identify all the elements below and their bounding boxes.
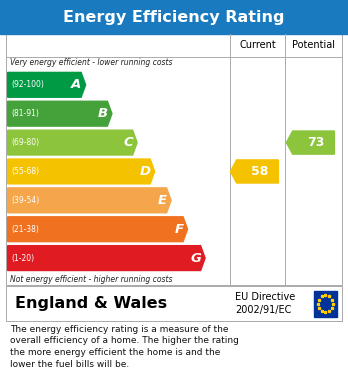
Bar	[6, 34, 342, 285]
Bar	[314, 291, 337, 317]
Text: 2002/91/EC: 2002/91/EC	[235, 305, 291, 315]
Text: England & Wales: England & Wales	[15, 296, 167, 311]
Text: (1-20): (1-20)	[12, 254, 35, 263]
Text: (69-80): (69-80)	[12, 138, 40, 147]
Polygon shape	[230, 160, 278, 183]
Text: (21-38): (21-38)	[12, 225, 40, 234]
Text: Potential: Potential	[292, 40, 335, 50]
Text: 73: 73	[307, 136, 324, 149]
Text: Very energy efficient - lower running costs: Very energy efficient - lower running co…	[10, 58, 172, 67]
Text: E: E	[158, 194, 167, 207]
Text: (39-54): (39-54)	[12, 196, 40, 205]
Text: (55-68): (55-68)	[12, 167, 40, 176]
Polygon shape	[8, 72, 86, 97]
Text: (92-100): (92-100)	[12, 80, 45, 89]
Text: B: B	[98, 107, 108, 120]
Text: (81-91): (81-91)	[12, 109, 40, 118]
Text: Current: Current	[239, 40, 276, 50]
Polygon shape	[286, 131, 334, 154]
Bar	[0, 0, 348, 34]
Text: Not energy efficient - higher running costs: Not energy efficient - higher running co…	[10, 275, 172, 284]
Text: G: G	[190, 251, 201, 265]
Text: The energy efficiency rating is a measure of the
overall efficiency of a home. T: The energy efficiency rating is a measur…	[10, 325, 239, 369]
Text: EU Directive: EU Directive	[235, 292, 295, 302]
Polygon shape	[8, 130, 137, 155]
Polygon shape	[8, 188, 171, 213]
Text: C: C	[123, 136, 133, 149]
Polygon shape	[8, 159, 155, 184]
Text: D: D	[140, 165, 151, 178]
Text: 58: 58	[251, 165, 268, 178]
Polygon shape	[8, 101, 112, 126]
Text: F: F	[174, 223, 183, 236]
Polygon shape	[8, 217, 188, 242]
Bar	[6, 286, 342, 321]
Polygon shape	[8, 246, 205, 271]
Text: Energy Efficiency Rating: Energy Efficiency Rating	[63, 9, 285, 25]
Text: A: A	[71, 78, 81, 91]
